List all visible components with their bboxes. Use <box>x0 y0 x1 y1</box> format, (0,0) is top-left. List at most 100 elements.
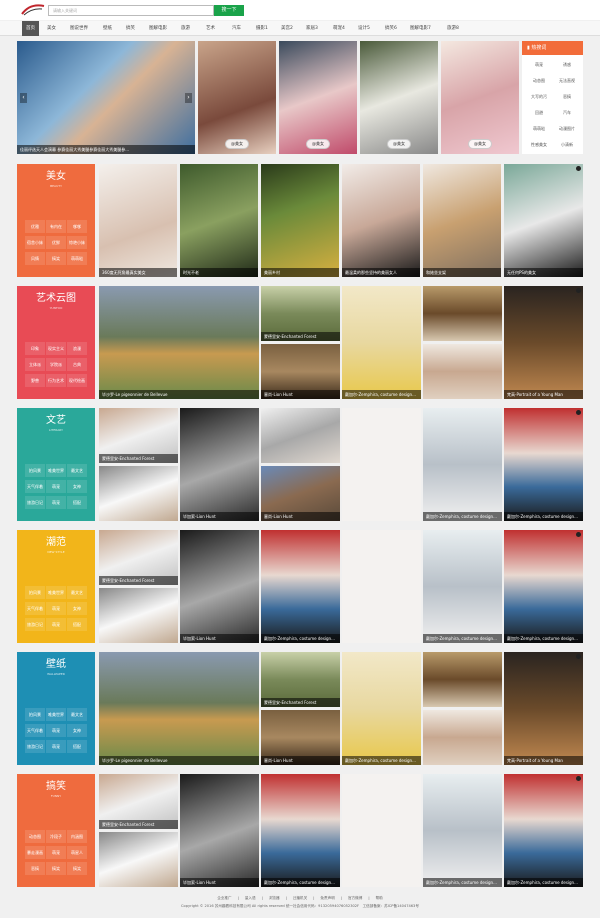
hot-tag[interactable]: 小清新 <box>561 142 573 147</box>
category-tag[interactable]: 旅游日记 <box>25 740 45 753</box>
beauty-tag-pill[interactable]: @美女 <box>225 139 249 149</box>
category-tag[interactable]: 优雅 <box>25 220 45 233</box>
category-tag[interactable]: 拍风景 <box>25 586 45 599</box>
category-title[interactable]: 壁纸 <box>46 659 66 670</box>
photo-thumb[interactable]: 毕加索-Lion Hunt <box>180 774 259 887</box>
photo-thumb[interactable]: 戴加尔-Zemphira, costume design... <box>423 408 502 521</box>
hero-photo[interactable]: @美女 <box>360 41 438 154</box>
category-tag[interactable]: 优鲜 <box>46 236 66 249</box>
hot-tag[interactable]: 萌宠 <box>535 62 543 67</box>
category-tag[interactable]: 有内在 <box>46 220 66 233</box>
hot-tag[interactable]: 无法直视 <box>559 78 575 83</box>
hot-tag[interactable]: 萌萌哒 <box>533 126 545 131</box>
photo-thumb[interactable]: 戴加尔-Zemphira, costume design... <box>261 774 340 887</box>
more-dot-icon[interactable] <box>576 288 581 293</box>
site-logo[interactable] <box>20 3 46 17</box>
category-tag[interactable]: 学院派 <box>46 358 66 371</box>
photo-thumb[interactable]: 360度无死角最真实美女 <box>99 164 177 277</box>
category-tag[interactable]: 恶搞 <box>25 862 45 875</box>
nav-item[interactable]: 首页 <box>22 21 39 36</box>
beauty-tag-pill[interactable]: @美女 <box>387 139 411 149</box>
photo-thumb[interactable] <box>423 710 502 765</box>
category-tag[interactable]: 天气伴着 <box>25 480 45 493</box>
hot-tag[interactable]: 动态图 <box>533 78 545 83</box>
hot-tag[interactable]: 回避 <box>535 110 543 115</box>
next-arrow-icon[interactable]: › <box>185 92 192 103</box>
category-tag[interactable]: 搞笑 <box>67 862 87 875</box>
category-tag[interactable]: 唯美世界 <box>46 464 66 477</box>
category-tag[interactable]: 搞笑 <box>46 252 66 265</box>
more-dot-icon[interactable] <box>576 166 581 171</box>
category-tag[interactable]: 拍风景 <box>25 464 45 477</box>
photo-thumb[interactable]: 美丽乡村 <box>261 164 339 277</box>
category-tag[interactable]: 内涵图 <box>67 830 87 843</box>
more-dot-icon[interactable] <box>576 654 581 659</box>
category-tag[interactable]: 风情 <box>25 252 45 265</box>
category-tag[interactable]: 女神 <box>67 724 87 737</box>
category-tag[interactable]: 女神 <box>67 602 87 615</box>
category-tag[interactable]: 搭配 <box>67 740 87 753</box>
category-tag[interactable]: 冷段子 <box>46 830 66 843</box>
category-tag[interactable]: 女神 <box>67 480 87 493</box>
photo-thumb[interactable]: 戴加尔-Zemphira, costume design... <box>504 530 583 643</box>
category-tag[interactable]: 萌宠 <box>46 724 66 737</box>
hero-slide[interactable]: 佳丽评选天人会演幕 参赛佳丽大秀美腿参赛佳丽大秀美腿参... ‹ › <box>17 41 195 154</box>
category-tag[interactable]: 天气伴着 <box>25 602 45 615</box>
nav-item[interactable]: 旅游8 <box>447 26 459 31</box>
photo-thumb[interactable]: 戴加尔-Zemphira, costume design... <box>423 774 502 887</box>
nav-item[interactable]: 汽车 <box>232 26 241 31</box>
nav-item[interactable]: 艺术 <box>206 26 215 31</box>
category-tag[interactable]: 现代绘画 <box>67 374 87 387</box>
category-tag[interactable]: 暴走漫画 <box>25 846 45 859</box>
nav-item[interactable]: 设计5 <box>358 26 370 31</box>
category-tag[interactable]: 野兽 <box>25 374 45 387</box>
category-tag[interactable]: 惊艳小妹 <box>67 236 87 249</box>
hero-photo[interactable]: @美女 <box>441 41 519 154</box>
nav-item[interactable]: 图说世界 <box>70 26 88 31</box>
photo-thumb[interactable] <box>423 652 502 707</box>
category-title[interactable]: 艺术云图 <box>36 293 76 304</box>
nav-item[interactable]: 美宫2 <box>281 26 293 31</box>
photo-thumb[interactable]: 毕加索-Lion Hunt <box>180 530 259 643</box>
photo-thumb[interactable]: 戴加尔-Zemphira, costume design... <box>423 530 502 643</box>
hot-tag[interactable]: 诱惑 <box>563 62 571 67</box>
hero-photo[interactable]: @美女 <box>198 41 276 154</box>
footer-link[interactable]: 浏览器 <box>268 896 280 900</box>
category-tag[interactable]: 唯美世界 <box>46 708 66 721</box>
category-tag[interactable]: 最文艺 <box>67 464 87 477</box>
category-tag[interactable]: 浪漫 <box>67 342 87 355</box>
photo-thumb[interactable]: 戴加尔-Zemphira, costume design... <box>504 774 583 887</box>
category-title[interactable]: 文艺 <box>46 415 66 426</box>
category-tag[interactable]: 搞笑 <box>46 862 66 875</box>
photo-thumb[interactable]: 梵高-Portrait of a Young Man <box>504 652 583 765</box>
category-tag[interactable]: 立体派 <box>25 358 45 371</box>
category-tag[interactable]: 动态图 <box>25 830 45 843</box>
nav-item[interactable]: 搞笑 <box>126 26 135 31</box>
photo-thumb[interactable]: 蒙德里安-Enchanted Forest <box>99 530 178 585</box>
category-tag[interactable]: 萌宠 <box>46 602 66 615</box>
nav-item[interactable]: 美女 <box>47 26 56 31</box>
hot-tag[interactable]: 大写的污 <box>531 94 547 99</box>
beauty-tag-pill[interactable]: @美女 <box>306 139 330 149</box>
photo-thumb[interactable]: 蒙德里安-Enchanted Forest <box>261 652 340 707</box>
hot-tag[interactable]: 性感美女 <box>531 142 547 147</box>
category-tag[interactable]: 行为艺术 <box>46 374 66 387</box>
hot-tag[interactable]: 动漫图片 <box>559 126 575 131</box>
category-tag[interactable]: 萌宠 <box>46 496 66 509</box>
category-title[interactable]: 美女 <box>46 171 66 182</box>
footer-link[interactable]: 帮助 <box>375 896 383 900</box>
hot-tag[interactable]: 汽车 <box>563 110 571 115</box>
category-title[interactable]: 潮范 <box>46 537 66 548</box>
footer-link[interactable]: 免责声明 <box>320 896 335 900</box>
photo-thumb[interactable] <box>99 832 178 887</box>
category-tag[interactable]: 旅游日记 <box>25 496 45 509</box>
more-dot-icon[interactable] <box>576 532 581 537</box>
category-tag[interactable]: 印象 <box>25 342 45 355</box>
prev-arrow-icon[interactable]: ‹ <box>20 92 27 103</box>
category-tag[interactable]: 萌宠 <box>46 740 66 753</box>
nav-item[interactable]: 图解电影 <box>149 26 167 31</box>
search-input[interactable]: 请输入关键词 <box>48 5 214 16</box>
category-tag[interactable]: 旅游日记 <box>25 618 45 631</box>
category-tag[interactable]: 天气伴着 <box>25 724 45 737</box>
photo-thumb[interactable]: 蒙德里安-Enchanted Forest <box>99 774 178 829</box>
